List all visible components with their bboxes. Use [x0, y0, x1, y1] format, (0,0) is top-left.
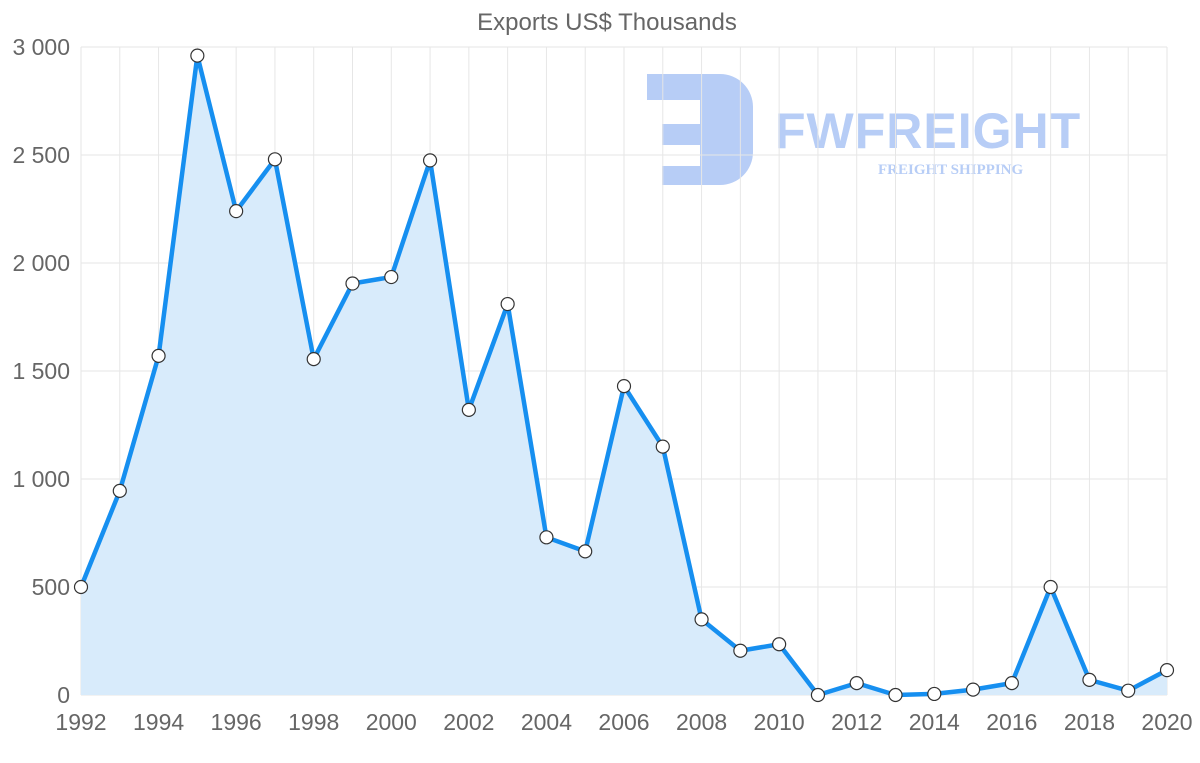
data-point-2005[interactable]	[578, 544, 593, 559]
data-point-2007[interactable]	[655, 439, 670, 454]
y-tick-label: 500	[32, 574, 70, 600]
data-point-2011[interactable]	[810, 687, 826, 703]
x-tick-label: 2020	[1141, 709, 1192, 735]
data-point-1999[interactable]	[345, 276, 360, 291]
x-tick-label: 2018	[1064, 709, 1115, 735]
data-point-1993[interactable]	[112, 483, 127, 498]
data-point-2010[interactable]	[772, 637, 787, 652]
y-tick-label: 2 500	[12, 142, 70, 168]
data-point-2018[interactable]	[1082, 672, 1097, 687]
data-point-2013[interactable]	[888, 687, 903, 703]
data-point-1995[interactable]	[190, 48, 205, 63]
data-point-2014[interactable]	[927, 686, 942, 702]
x-tick-label: 1994	[133, 709, 184, 735]
data-point-1998[interactable]	[306, 352, 321, 367]
x-tick-label: 2004	[521, 709, 572, 735]
watermark-brand: FWFREIGHT	[775, 103, 1081, 159]
data-point-2017[interactable]	[1043, 579, 1058, 595]
watermark-logo-icon	[647, 74, 753, 185]
data-point-2019[interactable]	[1121, 683, 1136, 698]
data-point-2020[interactable]	[1159, 663, 1175, 678]
chart-title: Exports US$ Thousands	[477, 9, 737, 36]
x-tick-label: 2016	[986, 709, 1037, 735]
watermark-tagline: FREIGHT SHIPPING	[878, 162, 1023, 178]
x-tick-label: 2014	[909, 709, 960, 735]
x-tick-label: 2006	[598, 709, 649, 735]
y-axis-ticks: 0 500 1 000 1 500 2 000 2 500 3 000	[12, 34, 70, 708]
data-point-2009[interactable]	[733, 643, 748, 658]
x-tick-label: 1998	[288, 709, 339, 735]
x-tick-label: 2012	[831, 709, 882, 735]
data-point-2012[interactable]	[849, 676, 864, 691]
data-point-1992[interactable]	[73, 579, 89, 595]
data-point-1997[interactable]	[267, 152, 283, 167]
x-tick-label: 2008	[676, 709, 727, 735]
x-tick-label: 2000	[366, 709, 417, 735]
y-tick-label: 1 000	[12, 466, 70, 492]
data-point-2001[interactable]	[422, 153, 438, 168]
y-tick-label: 3 000	[12, 34, 70, 60]
data-point-1994[interactable]	[151, 348, 166, 363]
x-tick-label: 2010	[754, 709, 805, 735]
x-tick-label: 2002	[443, 709, 494, 735]
data-point-2015[interactable]	[965, 682, 981, 697]
data-point-2008[interactable]	[694, 612, 709, 627]
data-point-1996[interactable]	[229, 204, 244, 219]
data-point-2004[interactable]	[539, 530, 554, 545]
x-tick-label: 1996	[211, 709, 262, 735]
series-area-0	[81, 55, 1167, 695]
x-tick-label: 1992	[55, 709, 106, 735]
data-point-2006[interactable]	[616, 379, 632, 394]
data-point-2003[interactable]	[500, 296, 515, 312]
y-tick-label: 2 000	[12, 250, 70, 276]
x-axis-ticks: 1992 1994 1996 1998 2000 2002 2004 2006 2008 2010…	[55, 709, 1192, 735]
y-tick-label: 1 500	[12, 358, 70, 384]
points-layer	[73, 48, 1175, 703]
data-point-2016[interactable]	[1004, 676, 1019, 691]
watermark: FWFREIGHT FREIGHT SHIPPING	[647, 74, 1081, 185]
data-point-2000[interactable]	[384, 269, 399, 285]
y-tick-label: 0	[57, 682, 70, 708]
data-point-2002[interactable]	[461, 402, 476, 417]
